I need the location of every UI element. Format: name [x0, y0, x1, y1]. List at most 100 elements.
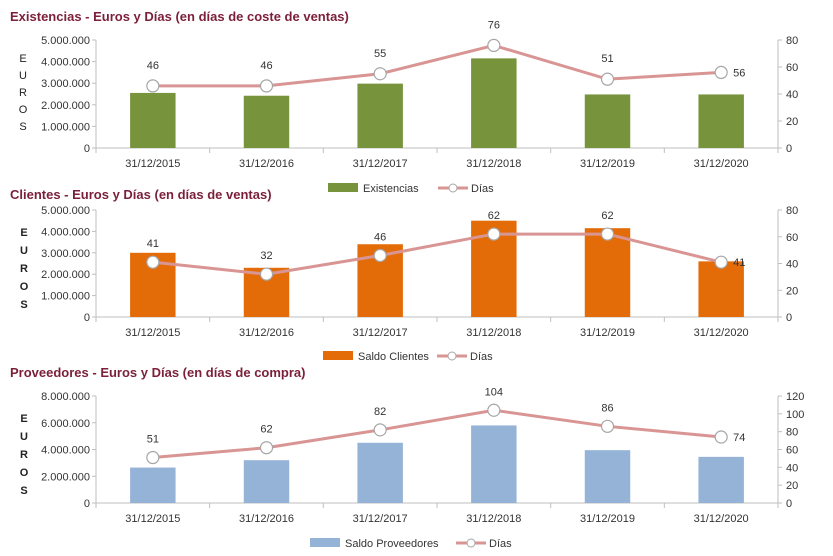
clientes-dias-point: [146, 255, 160, 269]
proveedores-bar: [243, 460, 290, 503]
proveedores-y2-tick-label: 100: [786, 409, 804, 421]
proveedores-ylabel-letter: E: [20, 413, 27, 425]
proveedores-x-tick-label: 31/12/2016: [239, 513, 294, 525]
existencias-bar: [357, 83, 403, 148]
clientes-y2-tick-label: 20: [786, 285, 798, 297]
clientes-ylabel-letter: E: [20, 227, 27, 239]
existencias-legend-bar-label: Existencias: [363, 183, 419, 195]
proveedores-bar: [357, 442, 403, 503]
clientes-legend-line-marker: [447, 351, 457, 361]
proveedores-ylabel-letter: R: [20, 449, 28, 461]
proveedores-legend-bar-label: Saldo Proveedores: [345, 538, 439, 550]
proveedores-y2-tick-label: 0: [786, 498, 792, 510]
clientes-legend-bar-label: Saldo Clientes: [358, 351, 429, 363]
clientes-legend-bar-swatch: [323, 351, 353, 360]
existencias-dias-data-label: 55: [374, 48, 386, 60]
clientes-dias-point: [714, 255, 728, 269]
chart-title-existencias: Existencias - Euros y Días (en días de c…: [10, 9, 349, 24]
proveedores-dias-point: [600, 419, 615, 433]
existencias-y-tick-label: 3.000.000: [41, 78, 90, 90]
existencias-legend-line-label: Días: [471, 183, 494, 195]
proveedores-dias-point: [487, 403, 501, 417]
chart-title-proveedores: Proveedores - Euros y Días (en días de c…: [10, 365, 306, 380]
proveedores-x-tick-label: 31/12/2015: [125, 513, 180, 525]
clientes-dias-data-label: 32: [260, 250, 272, 262]
proveedores-ylabel-letter: S: [20, 485, 27, 497]
proveedores-dias-data-label: 62: [260, 424, 272, 436]
clientes-dias-line: [152, 232, 722, 276]
proveedores-legend-line-label: Días: [489, 538, 512, 550]
clientes-y-tick-label: 0: [84, 312, 90, 324]
proveedores-dias-point: [259, 441, 274, 455]
existencias-bar: [698, 94, 744, 148]
existencias-y-tick-label: 4.000.000: [41, 57, 90, 69]
clientes-dias-point: [373, 248, 387, 263]
proveedores-y2-tick-label: 40: [786, 462, 798, 474]
existencias-dias-point: [373, 67, 387, 81]
existencias-legend-bar-swatch: [328, 183, 358, 192]
clientes-dias-point: [600, 227, 615, 241]
proveedores-legend-line-marker: [466, 538, 476, 548]
existencias-x-tick-label: 31/12/2015: [125, 158, 180, 170]
proveedores-dias-line: [152, 408, 722, 460]
clientes-x-tick-label: 31/12/2015: [125, 327, 180, 339]
proveedores-x-tick-label: 31/12/2020: [694, 513, 749, 525]
clientes-ylabel-letter: S: [20, 299, 27, 311]
existencias-bar: [471, 58, 517, 148]
existencias-y-tick-label: 0: [84, 143, 90, 155]
existencias-bar: [130, 92, 176, 148]
clientes-ylabel-letter: R: [20, 263, 28, 275]
existencias-x-tick-label: 31/12/2020: [694, 158, 749, 170]
clientes-y-tick-label: 4.000.000: [41, 226, 90, 238]
clientes-legend-line-label: Días: [470, 351, 493, 363]
existencias-y2-tick-label: 60: [786, 62, 798, 74]
proveedores-x-tick-label: 31/12/2017: [353, 513, 408, 525]
existencias-y-tick-label: 2.000.000: [41, 100, 90, 112]
proveedores-y-tick-label: 0: [84, 498, 90, 510]
proveedores-y-tick-label: 2.000.000: [41, 471, 90, 483]
proveedores-dias-data-label: 86: [601, 402, 613, 414]
existencias-y2-tick-label: 20: [786, 116, 798, 128]
proveedores-y2-tick-label: 80: [786, 427, 798, 439]
existencias-y2-tick-label: 80: [786, 35, 798, 47]
proveedores-bar: [698, 456, 744, 503]
existencias-y2-tick-label: 0: [786, 143, 792, 155]
clientes-dias-point: [259, 267, 274, 281]
clientes-y-tick-label: 1.000.000: [41, 291, 90, 303]
clientes-y2-tick-label: 80: [786, 205, 798, 217]
existencias-bar: [243, 95, 290, 148]
clientes-x-tick-label: 31/12/2016: [239, 327, 294, 339]
proveedores-y2-tick-label: 60: [786, 445, 798, 457]
proveedores-bar: [584, 450, 631, 503]
proveedores-y2-tick-label: 120: [786, 391, 804, 403]
existencias-dias-data-label: 56: [733, 67, 745, 79]
proveedores-y-tick-label: 6.000.000: [41, 418, 90, 430]
clientes-dias-point: [487, 227, 501, 241]
clientes-x-tick-label: 31/12/2017: [353, 327, 408, 339]
existencias-y-tick-label: 1.000.000: [41, 121, 90, 133]
proveedores-y2-tick-label: 20: [786, 480, 798, 492]
existencias-legend-line-marker: [448, 183, 458, 193]
existencias-dias-data-label: 46: [147, 60, 159, 72]
existencias-ylabel-letter: E: [19, 53, 26, 65]
existencias-dias-point: [259, 79, 274, 93]
proveedores-dias-data-label: 82: [374, 406, 386, 418]
existencias-x-tick-label: 31/12/2016: [239, 158, 294, 170]
clientes-bar: [698, 261, 744, 317]
existencias-dias-point: [487, 38, 501, 53]
clientes-dias-data-label: 46: [374, 231, 386, 243]
existencias-x-tick-label: 31/12/2017: [353, 158, 408, 170]
proveedores-dias-point: [714, 430, 728, 444]
clientes-dias-data-label: 41: [147, 238, 159, 250]
clientes-dias-data-label: 62: [488, 210, 500, 222]
existencias-ylabel-letter: U: [19, 70, 27, 82]
existencias-dias-point: [146, 79, 160, 93]
proveedores-y-tick-label: 8.000.000: [41, 391, 90, 403]
clientes-x-tick-label: 31/12/2019: [580, 327, 635, 339]
proveedores-dias-data-label: 104: [485, 386, 503, 398]
existencias-x-tick-label: 31/12/2019: [580, 158, 635, 170]
clientes-bar: [584, 228, 631, 317]
proveedores-ylabel-letter: O: [20, 467, 29, 479]
clientes-y2-tick-label: 60: [786, 232, 798, 244]
